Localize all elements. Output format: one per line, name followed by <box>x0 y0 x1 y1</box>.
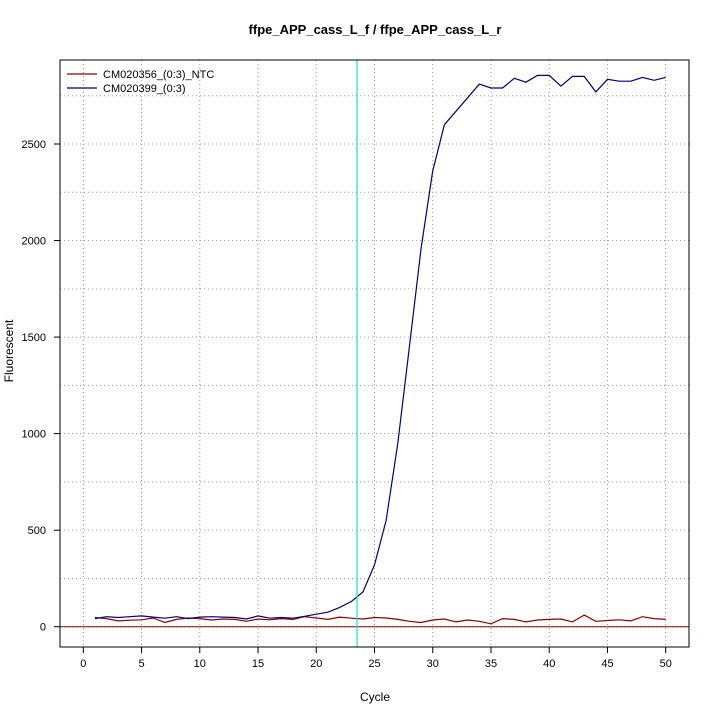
y-tick-label: 1000 <box>22 429 46 441</box>
x-tick-label: 20 <box>310 658 322 670</box>
legend-label-1: CM020356_(0:3)_NTC <box>103 69 214 81</box>
series-line-2 <box>94 74 666 620</box>
legend-label-2: CM020399_(0:3) <box>103 83 186 95</box>
x-tick-label: 5 <box>138 658 144 670</box>
chart-title: ffpe_APP_cass_L_f / ffpe_APP_cass_L_r <box>249 22 502 37</box>
x-tick-label: 25 <box>368 658 380 670</box>
y-tick-label: 0 <box>40 622 46 634</box>
series-lines <box>60 60 689 647</box>
y-tick-label: 1500 <box>22 332 46 344</box>
x-tick-label: 50 <box>660 658 672 670</box>
grid <box>60 60 689 647</box>
x-tick-label: 10 <box>194 658 206 670</box>
x-tick-label: 40 <box>543 658 555 670</box>
y-tick-label: 500 <box>28 525 46 537</box>
x-tick-label: 45 <box>601 658 613 670</box>
y-tick-label: 2000 <box>22 236 46 248</box>
y-axis-title: Fluorescent <box>2 319 16 382</box>
x-tick-label: 0 <box>80 658 86 670</box>
y-tick-label: 2500 <box>22 139 46 151</box>
x-axis-title: Cycle <box>360 690 390 704</box>
legend: CM020356_(0:3)_NTC CM020399_(0:3) <box>67 69 214 95</box>
x-tick-label: 30 <box>427 658 439 670</box>
x-tick-label: 35 <box>485 658 497 670</box>
x-tick-label: 15 <box>252 658 264 670</box>
